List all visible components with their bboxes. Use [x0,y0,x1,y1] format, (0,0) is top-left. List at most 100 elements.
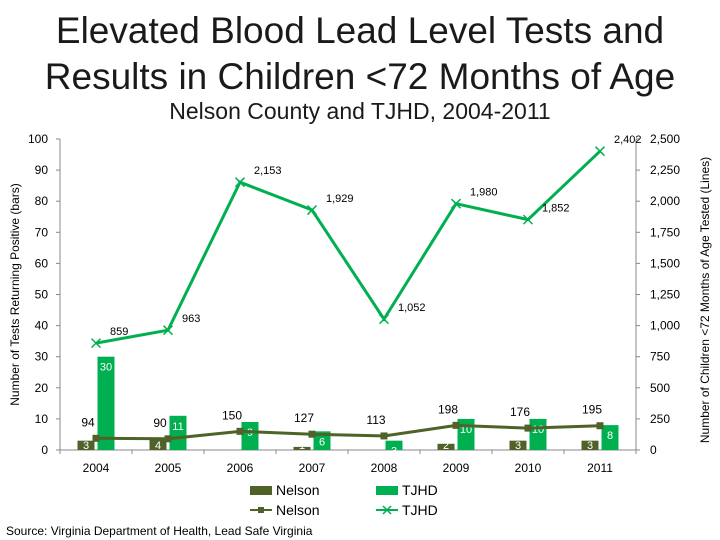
chart-subtitle: Nelson County and TJHD, 2004-2011 [169,98,551,124]
bar-data-label: 30 [100,362,112,374]
line-data-label: 1,929 [326,193,354,205]
line-data-label: 2,153 [254,165,282,177]
bar-data-label: 8 [607,430,613,442]
line-marker-tjhd [522,214,534,225]
line-marker-nelson [524,424,532,432]
line-nelson [95,423,601,441]
x-tick-label: 2004 [83,461,110,475]
source-note: Source: Virginia Department of Health, L… [6,524,313,538]
line-marker-nelson [92,434,100,442]
left-tick-label: 60 [35,256,49,270]
line-data-label: 90 [153,416,167,430]
bar-tjhd [97,356,115,450]
line-data-label: 150 [222,408,242,422]
bar-data-label: 3 [83,440,89,452]
right-tick-label: 2,250 [650,163,680,177]
right-tick-label: 250 [650,412,670,426]
line-data-label: 2,402 [614,134,642,146]
x-tick-label: 2007 [299,461,326,475]
right-tick-label: 500 [650,381,670,395]
line-data-label: 1,980 [470,187,498,199]
right-tick-label: 1,250 [650,288,680,302]
bar-tjhd [385,440,403,450]
bar-nelson [509,440,527,450]
line-marker-tjhd [450,198,462,209]
bar-data-label: 4 [155,440,161,452]
line-marker-tjhd [162,325,174,336]
right-tick-label: 2,500 [650,132,680,146]
x-tick-label: 2010 [515,461,542,475]
line-data-label: 198 [438,402,458,416]
line-data-label: 176 [510,405,530,419]
right-tick-label: 0 [650,443,657,457]
bar-tjhd [169,415,187,450]
line-data-label: 195 [582,403,602,417]
line-data-label: 859 [110,326,128,338]
left-tick-label: 0 [41,443,48,457]
legend-marker-tjhd-line [382,505,392,515]
left-tick-label: 40 [35,319,49,333]
line-marker-nelson [596,422,604,430]
legend-label-tjhd-line: TJHD [402,502,438,518]
x-tick-label: 2011 [587,461,613,475]
bar-nelson [437,443,455,450]
right-tick-label: 1,750 [650,225,680,239]
line-marker-tjhd [306,205,318,216]
line-marker-tjhd [594,146,606,157]
line-marker-nelson [452,421,460,429]
line-marker-tjhd [378,314,390,325]
x-tick-label: 2005 [155,461,182,475]
bar-data-label: 3 [391,446,397,458]
line-marker-nelson [308,430,316,438]
legend-swatch-nelson-bar [250,486,272,495]
left-tick-label: 100 [28,132,48,146]
left-tick-label: 80 [35,194,49,208]
left-tick-label: 70 [35,225,49,239]
legend-label-tjhd-bar: TJHD [402,482,438,498]
bar-data-label: 6 [319,436,325,448]
x-tick-label: 2009 [443,461,470,475]
title-line-1: Elevated Blood Lead Level Tests and [55,10,665,51]
left-tick-label: 90 [35,163,49,177]
right-tick-label: 1,500 [650,256,680,270]
bar-tjhd [241,422,259,450]
bar-nelson [149,437,167,450]
y-axis-title: Number of Tests Returning Positive (bars… [8,183,22,406]
title-line-2: Results in Children <72 Months of Age [44,56,676,97]
line-data-label: 1,052 [398,302,426,314]
line-tjhd [95,150,602,345]
legend-label-nelson-line: Nelson [276,502,320,518]
line-data-label: 94 [81,415,95,429]
x-tick-label: 2006 [227,461,254,475]
bar-data-label: 1 [299,440,305,452]
left-tick-label: 50 [35,288,49,302]
bar-tjhd [601,425,619,450]
line-data-label: 1,852 [542,203,570,215]
right-tick-label: 750 [650,350,670,364]
chart-title: Elevated Blood Lead Level Tests and Resu… [0,8,720,100]
right-tick-label: 1,000 [650,319,680,333]
bar-data-label: 10 [532,424,544,436]
bar-data-label: 2 [443,440,449,452]
x-tick-label: 2008 [371,461,398,475]
y2-axis-title: Number of Children <72 Months of Age Tes… [698,157,712,443]
left-tick-label: 10 [35,412,49,426]
legend-label-nelson-bar: Nelson [276,482,320,498]
bar-nelson [77,440,95,450]
bar-nelson [581,440,599,450]
line-marker-tjhd [234,177,246,188]
bar-nelson [293,446,311,450]
line-marker-tjhd [90,338,102,349]
line-marker-nelson [164,435,172,443]
line-data-label: 113 [366,413,385,427]
line-marker-nelson [236,427,244,435]
line-data-label: 963 [182,313,200,325]
line-marker-nelson [380,432,388,440]
legend-marker-nelson-line [258,507,264,513]
bar-data-label: 11 [172,421,183,433]
bar-data-label: 3 [515,440,521,452]
bar-data-label: 3 [587,440,593,452]
left-tick-label: 30 [35,350,49,364]
legend-swatch-tjhd-bar [376,486,398,495]
